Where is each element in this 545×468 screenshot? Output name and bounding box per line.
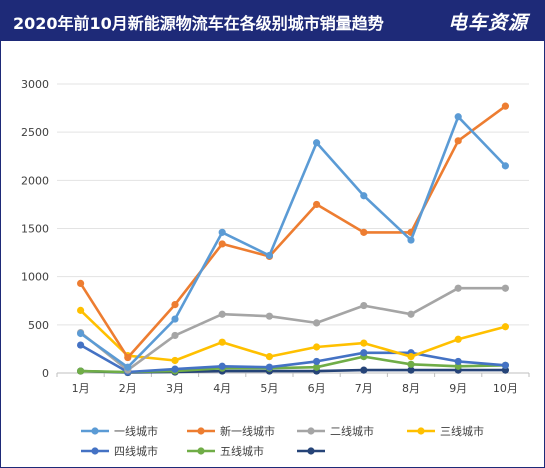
legend-swatch-marker [197,447,205,455]
line-chart: 0 500 1000 1500 2000 2500 3000 1月 2月 3月 4月 5月 6月 7月 8月… [21,78,530,458]
data-point [360,339,368,347]
x-tick-label: 7月 [355,382,373,395]
data-point [124,353,132,362]
data-point [313,200,321,209]
data-point [454,357,462,366]
series-line [79,286,506,372]
data-point [77,367,85,375]
data-point [218,228,226,236]
data-point [313,319,321,327]
chart-title: 2020年前10月新能源物流车在各级别城市销量趋势 [13,14,384,33]
data-point [360,228,368,236]
data-point [77,341,85,349]
data-point [313,139,321,147]
legend-swatch-marker [91,447,99,455]
data-point [218,362,226,370]
legend-label: 一线城市 [114,424,158,438]
data-point [454,335,462,343]
x-tick-label: 9月 [449,382,467,395]
data-point [77,279,85,288]
data-point [501,323,509,331]
x-tick-label: 1月 [72,382,90,395]
data-point [77,329,85,338]
x-tick-label: 6月 [308,382,326,395]
x-tick-label: 4月 [213,382,231,395]
series-line [79,105,507,359]
x-tick-label: 5月 [260,382,278,395]
x-tick-label: 8月 [402,382,420,395]
legend-swatch-marker [307,447,315,455]
x-tick-label: 10月 [493,382,518,395]
legend-swatch-marker [307,427,315,435]
x-tick-label: 3月 [166,382,184,395]
data-point [171,331,179,340]
x-tick-label: 2月 [119,382,137,395]
series-line [79,115,507,369]
data-point [313,363,321,371]
legend-swatch-marker [197,427,205,435]
data-point [501,284,509,292]
data-point [265,312,273,320]
data-point [360,192,368,200]
data-point [265,353,273,361]
data-point [313,357,321,366]
series-line [79,343,506,374]
title-bar: 2020年前10月新能源物流车在各级别城市销量趋势 电车资源 [1,1,544,41]
data-point [313,343,321,351]
data-point [501,102,509,110]
data-point [407,353,415,361]
legend-swatch-marker [91,427,99,435]
brand-logo: 电车资源 [447,12,528,34]
data-point [360,349,368,357]
data-point [501,361,509,369]
chart-area: 0 500 1000 1500 2000 2500 3000 1月 2月 3月 4月 5月 6月 7月 8月… [1,41,544,467]
legend-label: 三线城市 [440,424,484,438]
legend-label: 四线城市 [114,444,158,458]
y-tick-label: 3000 [21,78,49,91]
data-point [360,366,368,374]
legend-swatch-marker [417,427,425,435]
data-point [171,365,179,373]
series-line [79,309,506,362]
data-point [218,310,226,318]
data-point [171,315,179,323]
y-tick-label: 2500 [21,126,49,139]
legend-label: 二线城市 [330,424,374,438]
data-point [407,366,415,374]
y-tick-label: 1500 [21,223,49,236]
legend-label: 新一线城市 [220,424,275,438]
data-point [454,137,462,145]
data-point [171,301,179,309]
data-point [407,360,415,368]
data-point [218,338,226,346]
data-point [360,301,368,310]
data-point [501,162,509,170]
legend-label: 五线城市 [220,444,264,458]
data-point [407,236,415,244]
data-point [407,310,415,318]
data-point [265,363,273,371]
data-point [77,306,85,314]
data-point [124,363,132,371]
y-tick-label: 2000 [21,174,49,187]
data-point [265,251,273,260]
y-tick-label: 0 [42,367,49,380]
y-tick-label: 500 [28,319,49,332]
data-point [171,356,179,365]
data-point [454,113,462,121]
data-point [218,240,226,248]
data-point [454,284,462,292]
y-tick-label: 1000 [21,271,49,284]
